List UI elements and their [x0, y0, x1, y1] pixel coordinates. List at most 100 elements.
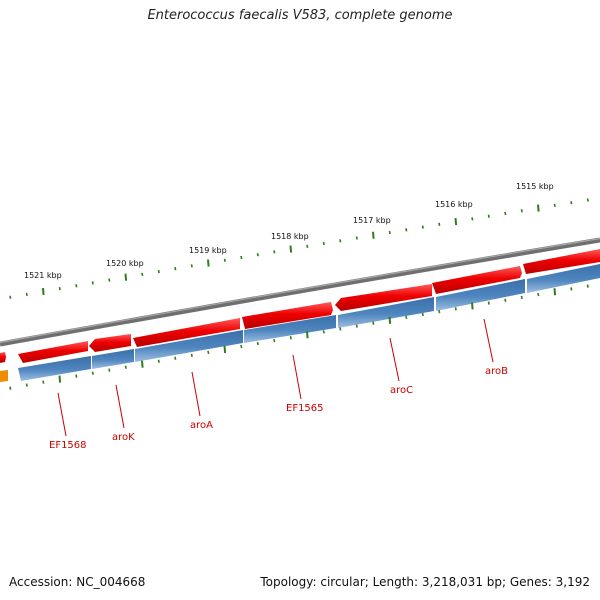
gene-label-aroa[interactable]: aroA [190, 420, 213, 431]
minor-tick [471, 217, 474, 221]
reverse-strand-genes [0, 264, 600, 382]
major-tick [306, 331, 309, 339]
minor-tick [438, 222, 441, 226]
major-tick [141, 360, 144, 368]
gene-label-arob[interactable]: aroB [485, 366, 508, 377]
minor-tick [421, 225, 424, 229]
major-tick [471, 302, 474, 310]
genome-backbone-highlight [0, 237, 600, 344]
minor-tick [504, 211, 507, 216]
minor-tick [91, 281, 94, 285]
leader-line [115, 384, 125, 429]
leader-line [389, 337, 400, 382]
reverse-gene[interactable] [436, 279, 525, 311]
reverse-gene[interactable] [18, 356, 91, 381]
gene-label-leaders [57, 318, 494, 437]
scale-tick-label: 1515 kbp [516, 182, 554, 191]
forward-gene[interactable] [18, 341, 88, 363]
minor-tick [537, 292, 540, 297]
reverse-gene[interactable] [135, 330, 243, 362]
minor-tick [339, 327, 342, 331]
minor-tick [339, 239, 342, 243]
major-tick [388, 316, 392, 324]
scale-tick-label: 1518 kbp [271, 232, 309, 241]
forward-gene[interactable] [242, 302, 333, 329]
gene-label-ef1565[interactable]: EF1565 [286, 403, 324, 414]
genome-summary-text: Topology: circular; Length: 3,218,031 bp… [260, 575, 590, 589]
reverse-gene[interactable] [244, 315, 336, 343]
reverse-gene[interactable] [527, 264, 600, 293]
minor-tick [240, 255, 243, 260]
gene-labels: EF1568 aroK aroA EF1565 aroC aroB [49, 366, 508, 451]
minor-tick [124, 365, 127, 369]
scale-tick-label: 1519 kbp [189, 246, 227, 255]
forward-strand-genes [0, 249, 600, 363]
minor-tick [141, 272, 144, 277]
major-tick [124, 273, 128, 281]
minor-tick [207, 350, 210, 355]
scale-tick-ring [9, 198, 589, 299]
minor-tick [174, 356, 177, 360]
forward-gene[interactable] [89, 334, 131, 352]
accession-text: Accession: NC_004668 [9, 575, 146, 589]
major-tick [223, 345, 227, 353]
inner-tick-ring [9, 284, 589, 390]
minor-tick [570, 201, 573, 205]
minor-tick [553, 203, 556, 208]
forward-gene[interactable] [432, 266, 522, 294]
major-tick [58, 375, 62, 383]
minor-tick [586, 198, 589, 202]
minor-tick [306, 244, 309, 248]
minor-tick [586, 284, 589, 288]
minor-tick [91, 371, 94, 375]
minor-tick [322, 330, 325, 334]
major-tick [207, 259, 210, 267]
scale-tick-label: 1517 kbp [353, 216, 391, 225]
major-tick [454, 218, 458, 226]
scale-tick-label: 1516 kbp [435, 200, 473, 209]
gene-label-arok[interactable]: aroK [112, 432, 135, 443]
reverse-gene[interactable] [92, 349, 134, 369]
minor-tick [240, 344, 243, 349]
minor-tick [58, 286, 61, 291]
minor-tick [9, 295, 12, 299]
minor-tick [190, 264, 193, 268]
minor-tick [504, 298, 507, 302]
forward-gene[interactable] [0, 352, 6, 363]
scale-tick-labels: 1521 kbp 1520 kbp 1519 kbp 1518 kbp 1517… [24, 182, 554, 280]
minor-tick [454, 307, 457, 311]
forward-gene[interactable] [133, 318, 240, 347]
minor-tick [487, 301, 490, 305]
gene-label-ef1568[interactable]: EF1568 [49, 440, 87, 451]
map-title: Enterococcus faecalis V583, complete gen… [147, 8, 453, 23]
gene-label-aroc[interactable]: aroC [390, 385, 413, 396]
forward-gene[interactable] [335, 284, 432, 311]
minor-tick [322, 241, 325, 246]
minor-tick [190, 353, 193, 357]
reverse-gene-partial[interactable] [0, 370, 8, 382]
minor-tick [25, 383, 28, 387]
minor-tick [256, 341, 259, 346]
major-tick [42, 287, 45, 296]
minor-tick [289, 336, 292, 340]
minor-tick [75, 284, 78, 288]
major-tick [289, 245, 293, 253]
scale-tick-label: 1521 kbp [24, 271, 62, 280]
minor-tick [405, 228, 408, 232]
reverse-gene[interactable] [338, 297, 434, 328]
minor-tick [223, 258, 226, 262]
minor-tick [42, 380, 45, 384]
minor-tick [520, 295, 523, 300]
minor-tick [25, 292, 28, 297]
scale-tick-label: 1520 kbp [106, 259, 144, 268]
major-tick [553, 288, 557, 296]
minor-tick [570, 287, 573, 291]
minor-tick [157, 359, 160, 363]
minor-tick [157, 269, 160, 274]
forward-gene[interactable] [523, 249, 600, 274]
minor-tick [487, 214, 490, 218]
minor-tick [388, 230, 391, 235]
minor-tick [108, 368, 111, 372]
minor-tick [9, 386, 12, 390]
